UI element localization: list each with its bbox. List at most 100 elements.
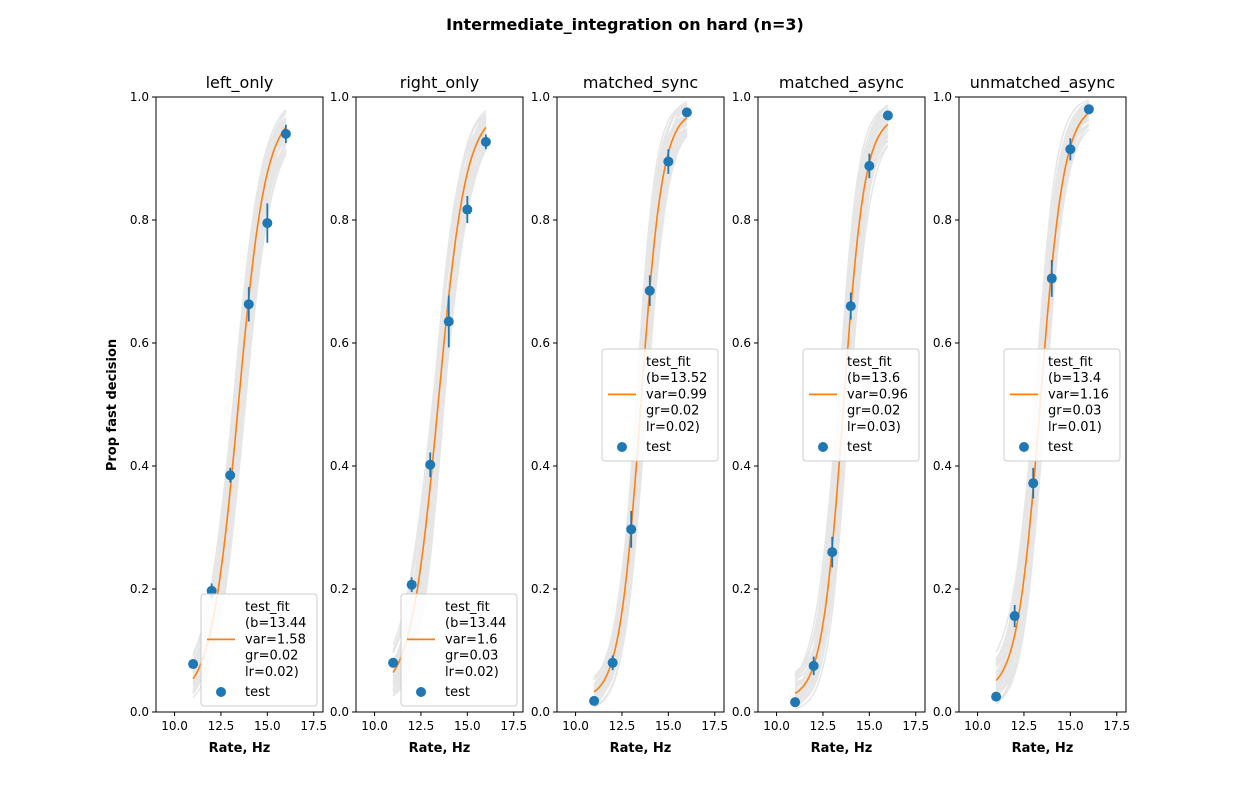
panel-right_only: right_only 10.0 12.5 15.0 17.5 0.0 0.2 0.4 0.6 0.…	[330, 73, 527, 756]
data-point	[1009, 611, 1020, 622]
legend-fit-label: var=1.58	[245, 632, 306, 647]
x-tick-label: 15.0	[254, 719, 281, 733]
y-tick-label: 0.8	[130, 213, 149, 227]
x-axis-label: Rate, Hz	[1012, 741, 1074, 756]
y-tick-label: 0.2	[130, 582, 149, 596]
data-point	[845, 301, 856, 312]
data-point	[1083, 104, 1094, 115]
data-point	[991, 691, 1002, 702]
y-tick-label: 0.6	[531, 336, 550, 350]
panel-title: matched_async	[779, 73, 904, 93]
y-tick-label: 1.0	[732, 90, 751, 104]
x-tick-label: 12.5	[408, 719, 435, 733]
data-point	[663, 156, 674, 167]
axes-frame	[757, 96, 926, 713]
panel-title: unmatched_async	[970, 73, 1115, 93]
x-tick-label: 12.5	[208, 719, 235, 733]
y-tick-label: 0.8	[732, 213, 751, 227]
y-tick-label: 0.4	[732, 459, 751, 473]
legend-fit-label: test_fit	[847, 355, 892, 370]
y-tick-label: 0.6	[130, 336, 149, 350]
y-tick-label: 0.8	[933, 213, 952, 227]
data-point	[1028, 478, 1039, 489]
axes-frame	[355, 96, 524, 713]
data-point	[864, 160, 875, 171]
y-tick-label: 0.2	[531, 582, 550, 596]
bootstrap-curve	[392, 139, 487, 669]
legend-fit-label: lr=0.01)	[1048, 420, 1102, 435]
y-tick-label: 0.2	[732, 582, 751, 596]
panel-title: right_only	[400, 73, 479, 93]
x-tick-label: 12.5	[810, 719, 837, 733]
data-point	[425, 459, 436, 470]
legend-fit-label: var=1.6	[445, 632, 498, 647]
legend-fit-label: lr=0.02)	[646, 420, 700, 435]
legend-points-marker	[617, 442, 627, 452]
legend-points-marker	[216, 687, 226, 697]
y-tick-label: 1.0	[933, 90, 952, 104]
legend-fit-label: lr=0.02)	[445, 665, 499, 680]
panel-matched_sync: matched_sync 10.0 12.5 15.0 17.5 0.0 0.2 0.4 0.6…	[531, 73, 728, 756]
data-point	[626, 524, 637, 535]
x-tick-label: 17.5	[300, 719, 327, 733]
data-point	[589, 695, 600, 706]
data-point	[280, 128, 291, 139]
y-tick-label: 0.8	[330, 213, 349, 227]
legend-box	[802, 348, 920, 462]
y-tick-label: 0.0	[130, 705, 149, 719]
data-point	[681, 107, 692, 118]
x-axis-label: Rate, Hz	[811, 741, 873, 756]
legend-points-label: test	[646, 440, 671, 455]
x-tick-label: 10.0	[361, 719, 388, 733]
y-tick-label: 0.4	[933, 459, 952, 473]
legend-points-label: test	[445, 685, 470, 700]
legend-fit-label: gr=0.02	[245, 649, 298, 664]
data-point	[1065, 144, 1076, 155]
y-tick-label: 0.6	[732, 336, 751, 350]
legend-fit-label: (b=13.52	[646, 371, 707, 386]
y-tick-label: 0.6	[933, 336, 952, 350]
legend-points-marker	[1019, 442, 1029, 452]
x-tick-label: 10.0	[562, 719, 589, 733]
data-point	[206, 585, 217, 596]
x-tick-label: 15.0	[454, 719, 481, 733]
legend-fit-label: test_fit	[646, 355, 691, 370]
y-tick-label: 0.2	[933, 582, 952, 596]
legend-fit-label: gr=0.03	[445, 649, 498, 664]
panel-title: left_only	[206, 73, 274, 93]
data-point	[243, 299, 254, 310]
y-tick-label: 0.0	[531, 705, 550, 719]
y-tick-label: 0.2	[330, 582, 349, 596]
panel-title: matched_sync	[583, 73, 698, 93]
legend-fit-label: test_fit	[445, 600, 490, 615]
legend-points-label: test	[245, 685, 270, 700]
x-axis-label: Rate, Hz	[409, 741, 471, 756]
y-tick-label: 0.0	[933, 705, 952, 719]
legend-box	[400, 593, 518, 707]
legend-box	[601, 348, 719, 462]
x-tick-label: 10.0	[964, 719, 991, 733]
panel-left_only: left_only 10.0 12.5 15.0 17.5 0.0 0.2 0.4 0.6 0.8…	[130, 73, 327, 756]
legend-fit-label: (b=13.4	[1048, 371, 1101, 386]
x-axis-label: Rate, Hz	[610, 741, 672, 756]
bootstrap-curves	[995, 99, 1090, 705]
legend-fit-label: var=1.16	[1048, 387, 1109, 402]
figure-title: Intermediate_integration on hard (n=3)	[446, 15, 804, 34]
data-point	[607, 657, 618, 668]
data-point	[406, 579, 417, 590]
y-tick-label: 0.4	[531, 459, 550, 473]
legend-fit-label: test_fit	[245, 600, 290, 615]
legend-box	[1003, 348, 1121, 462]
data-point	[388, 657, 399, 668]
legend-box	[200, 593, 318, 707]
legend-fit-label: (b=13.6	[847, 371, 900, 386]
data-point	[443, 316, 454, 327]
x-axis-label: Rate, Hz	[209, 741, 271, 756]
y-tick-label: 0.0	[330, 705, 349, 719]
data-point	[644, 285, 655, 296]
